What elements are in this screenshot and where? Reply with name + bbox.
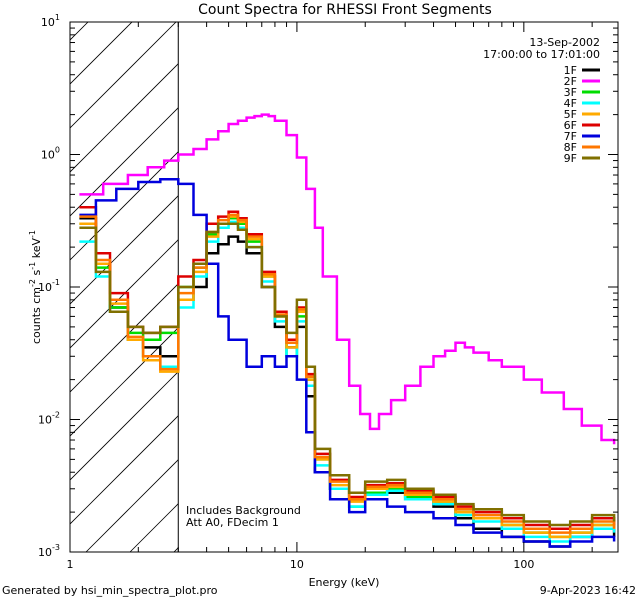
footer-generated-by: Generated by hsi_min_spectra_plot.pro: [2, 584, 218, 597]
chart-title: Count Spectra for RHESSI Front Segments: [198, 2, 492, 18]
footer-timestamp: 9-Apr-2023 16:42: [540, 584, 636, 597]
hatch-line: [306, 0, 640, 552]
legend-label: 6F: [564, 119, 577, 132]
hatch-line: [70, 22, 89, 41]
y-axis-label: counts cm-2 s-1 keV-1: [28, 230, 43, 344]
hatch-line: [70, 22, 133, 85]
plot-frame: [69, 21, 619, 553]
hatch-line: [70, 63, 179, 173]
x-tick-label: 1: [67, 558, 74, 571]
hatch-line: [70, 415, 179, 525]
hatch-line: [482, 0, 640, 552]
hatch-line: [394, 0, 640, 552]
hatch-line: [70, 283, 179, 393]
hatch-line: [70, 371, 179, 481]
hatch-line: [570, 0, 640, 552]
series-line-1F: [79, 217, 616, 548]
series-line-9F: [79, 222, 616, 527]
legend-label: 4F: [564, 97, 577, 110]
annotation-background: Includes Background: [186, 504, 301, 517]
legend-label: 5F: [564, 108, 577, 121]
series-group: [79, 113, 616, 548]
legend-label: 2F: [564, 75, 577, 88]
y-tick-label: 101: [41, 13, 60, 29]
annotation-attenuator: Att A0, FDecim 1: [186, 516, 279, 529]
hatch-line: [70, 22, 177, 129]
hatch-line: [526, 0, 640, 552]
legend-label: 1F: [564, 64, 577, 77]
x-axis-label: Energy (keV): [309, 576, 380, 589]
legend-label: 8F: [564, 141, 577, 154]
series-line-7F: [79, 178, 616, 548]
y-tick-label: 10-2: [38, 411, 60, 427]
legend-label: 9F: [564, 152, 577, 165]
legend-date: 13-Sep-2002: [529, 36, 600, 49]
legend-label: 3F: [564, 86, 577, 99]
x-tick-label: 10: [290, 558, 304, 571]
series-line-4F: [79, 220, 616, 543]
y-tick-label: 10-3: [38, 543, 60, 559]
y-tick-label: 10-1: [38, 278, 60, 294]
hatch-line: [70, 151, 179, 261]
series-line-2F: [79, 113, 616, 445]
hatch-line: [70, 239, 179, 349]
hatch-line: [70, 107, 179, 217]
y-axis: 10-3 10-2 10-1 100 101: [38, 13, 618, 559]
x-axis: 1 10 100: [67, 22, 593, 571]
hatch-line: [70, 327, 179, 437]
hatch-line: [85, 459, 179, 552]
y-tick-label: 100: [41, 146, 60, 162]
hatch-line: [438, 0, 640, 552]
hatch-line: [350, 0, 640, 552]
x-tick-label: 100: [513, 558, 534, 571]
legend-time-range: 17:00:00 to 17:01:00: [483, 48, 600, 61]
hatch-line: [262, 0, 640, 552]
hatch-line: [70, 195, 179, 305]
legend-label: 7F: [564, 130, 577, 143]
